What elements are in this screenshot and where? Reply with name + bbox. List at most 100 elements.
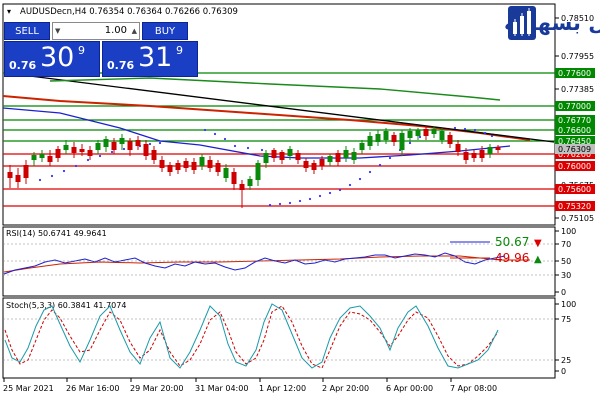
lot-size-value[interactable]: 1.00 [104, 25, 127, 36]
symbol-marker-icon: ▾ [7, 7, 11, 16]
psar-dot [86, 158, 90, 162]
bullish-candle-body [199, 157, 205, 166]
bearish-candle-body [15, 175, 21, 182]
buy-button[interactable]: BUY [142, 22, 188, 40]
bullish-candle-body [383, 131, 389, 140]
bullish-candle-body [415, 130, 421, 136]
psar-dot [278, 202, 282, 206]
psar-dot [490, 134, 494, 138]
level-label-bg [555, 68, 595, 78]
time-tick-label: 25 Mar 2021 [3, 384, 54, 393]
bearish-candle-body [215, 163, 221, 172]
level-label: 0.77600 [558, 69, 591, 78]
current-price-label: 0.76309 [555, 144, 595, 154]
bullish-candle-body [407, 131, 413, 138]
stoch-tick-label: 0 [561, 367, 566, 376]
bearish-candle-body [391, 135, 397, 142]
psar-dot [418, 135, 422, 139]
bullish-candle-body [399, 133, 405, 150]
trend-line [29, 75, 555, 143]
buy-price-pip: 9 [176, 44, 183, 57]
current-price-text: 0.76309 [558, 145, 591, 154]
psar-dot [260, 148, 264, 152]
bearish-candle-body [191, 162, 197, 170]
bullish-candle-body [255, 163, 261, 180]
bearish-candle-body [135, 140, 141, 146]
psar-dot [223, 137, 227, 141]
price-tick-label: 0.77955 [561, 52, 594, 61]
lot-decrease-icon[interactable]: ▼ [55, 27, 61, 35]
bearish-candle-body [279, 152, 285, 160]
rsi-up-arrow-icon: ▲ [534, 254, 542, 265]
buy-price-big: 31 [138, 42, 173, 73]
psar-dot [358, 177, 362, 181]
level-label-bg [555, 136, 595, 146]
level-label: 0.76450 [558, 137, 591, 146]
psar-dot [408, 141, 412, 145]
level-label-bg [555, 115, 595, 125]
sell-quote[interactable]: 0.76 30 9 [4, 41, 100, 77]
bearish-candle-body [87, 150, 93, 156]
moving-averages [2, 75, 555, 159]
bullish-candle-body [367, 136, 373, 146]
level-label-bg [555, 125, 595, 135]
bearish-candle-body [55, 149, 61, 158]
psar-dot [74, 164, 78, 168]
stoch-tick-label: 75 [561, 315, 571, 324]
buy-quote[interactable]: 0.76 31 9 [102, 41, 198, 77]
bearish-candle-body [183, 161, 189, 168]
one-click-trading-panel: SELL ▼ 1.00 ▲ BUY 0.76 30 9 0.76 31 9 [4, 22, 200, 78]
bearish-candle-body [159, 160, 165, 168]
bullish-candle-body [439, 131, 445, 140]
psar-dot [62, 169, 66, 173]
stoch-title: Stoch(5,3,3) 60.3841 41.7074 [6, 301, 126, 310]
psar-dot [348, 183, 352, 187]
sell-button[interactable]: SELL [4, 22, 50, 40]
rsi-down-arrow-icon: ▼ [534, 238, 542, 249]
rsi-tick-label: 30 [561, 271, 571, 280]
rsi-tick-label: 0 [561, 288, 566, 297]
bearish-candle-body [151, 150, 157, 160]
time-tick-label: 29 Mar 20:00 [130, 384, 183, 393]
rsi-main-line [3, 252, 506, 275]
level-label: 0.75600 [558, 185, 591, 194]
level-label: 0.76770 [558, 116, 591, 125]
bearish-candle-body [127, 141, 133, 150]
stochastic-panel[interactable] [2, 297, 556, 379]
bearish-candle-body [23, 165, 29, 178]
lot-size-field[interactable]: ▼ 1.00 ▲ [52, 22, 140, 40]
rsi-axis: 100 70 50 30 0 [3, 227, 576, 297]
psar-dot [268, 203, 272, 207]
long-moving-average [49, 77, 501, 101]
lot-increase-icon[interactable]: ▲ [131, 27, 137, 35]
psar-dot [298, 199, 302, 203]
bullish-candle-body [223, 168, 229, 178]
time-tick-label: 1 Apr 12:00 [259, 384, 306, 393]
bullish-candle-body [343, 150, 349, 158]
bullish-candle-body [375, 134, 381, 142]
rsi-value-main: 50.67 [495, 235, 529, 249]
price-tick-label: 0.75105 [561, 214, 594, 223]
psar-dot [308, 197, 312, 201]
bearish-candle-body [311, 163, 317, 170]
sell-price-big: 30 [40, 42, 75, 73]
psar-dot [122, 147, 126, 151]
rsi-title: RSI(14) 50.6741 49.9641 [6, 229, 107, 238]
bearish-candle-body [479, 150, 485, 158]
psar-dot [110, 150, 114, 154]
stoch-main-line [4, 303, 499, 369]
bearish-candle-body [455, 144, 461, 152]
level-label-bg [555, 184, 595, 194]
level-label: 0.77000 [558, 102, 591, 111]
bearish-candle-body [303, 161, 309, 168]
sell-price-prefix: 0.76 [9, 59, 37, 72]
bullish-candle-body [103, 139, 109, 147]
psar-dot [318, 194, 322, 198]
bearish-candle-body [295, 153, 301, 160]
psar-dot [98, 154, 102, 158]
bullish-candle-body [287, 149, 293, 156]
bearish-candle-body [167, 165, 173, 172]
level-label: 0.75320 [558, 202, 591, 211]
